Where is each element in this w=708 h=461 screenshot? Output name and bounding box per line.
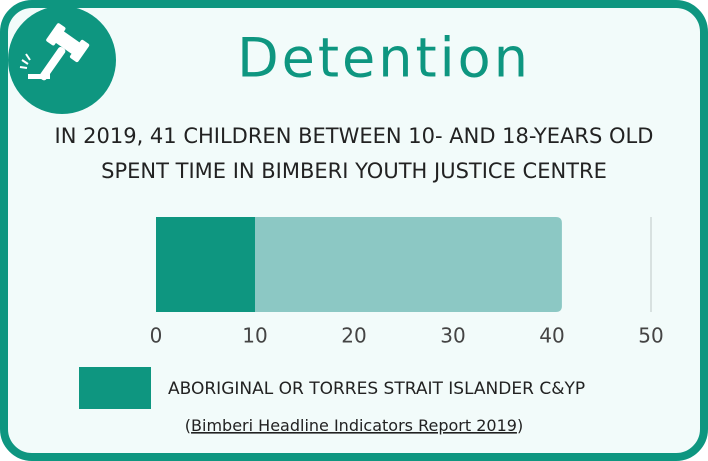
source-link[interactable]: Bimberi Headline Indicators Report 2019 bbox=[191, 416, 517, 435]
gavel-icon bbox=[8, 6, 116, 114]
bar-segment bbox=[156, 217, 255, 312]
x-tick-label: 10 bbox=[242, 324, 267, 348]
x-tick-label: 40 bbox=[539, 324, 564, 348]
title: Detention bbox=[237, 27, 531, 90]
subtitle-line: SPENT TIME IN BIMBERI YOUTH JUSTICE CENT… bbox=[101, 159, 607, 183]
x-tick-label: 50 bbox=[638, 324, 663, 348]
bar-segment bbox=[255, 217, 562, 312]
legend-swatch bbox=[79, 367, 151, 409]
x-tick-label: 0 bbox=[150, 324, 163, 348]
legend-label: ABORIGINAL OR TORRES STRAIT ISLANDER C&Y… bbox=[168, 379, 585, 399]
x-tick-label: 20 bbox=[341, 324, 366, 348]
source-paren: ( bbox=[185, 416, 191, 435]
source-paren: ) bbox=[517, 416, 523, 435]
subtitle-line: IN 2019, 41 CHILDREN BETWEEN 10- AND 18-… bbox=[55, 124, 654, 148]
source: (Bimberi Headline Indicators Report 2019… bbox=[185, 416, 523, 435]
x-tick-label: 30 bbox=[440, 324, 465, 348]
